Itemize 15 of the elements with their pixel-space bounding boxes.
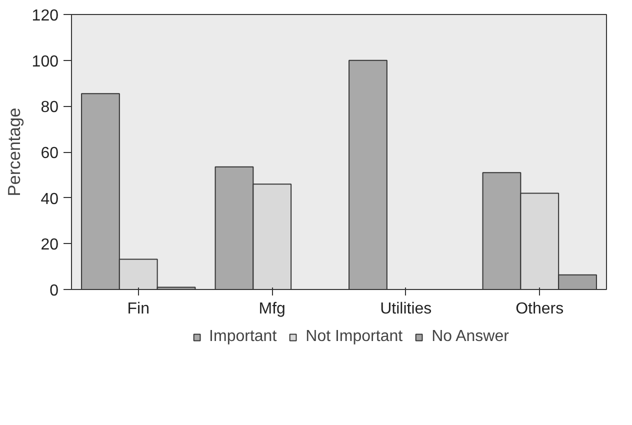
legend-label: Not Important — [306, 328, 403, 346]
y-tick-label: 60 — [40, 145, 59, 162]
x-tick-label: Fin — [127, 300, 150, 318]
legend-label: Important — [209, 328, 277, 346]
y-tick-label: 20 — [40, 236, 59, 254]
y-axis-title: Percentage — [4, 108, 24, 196]
x-tick-label: Utilities — [380, 300, 432, 318]
x-tick-label: Others — [516, 300, 564, 318]
legend-label: No Answer — [432, 328, 509, 346]
y-tick-label: 40 — [40, 190, 59, 208]
x-tick-label: Mfg — [258, 300, 286, 318]
y-tick-label: 0 — [50, 282, 59, 300]
y-tick-label: 80 — [40, 99, 59, 116]
y-tick-label: 100 — [32, 53, 59, 70]
y-tick-label: 120 — [32, 8, 59, 24]
